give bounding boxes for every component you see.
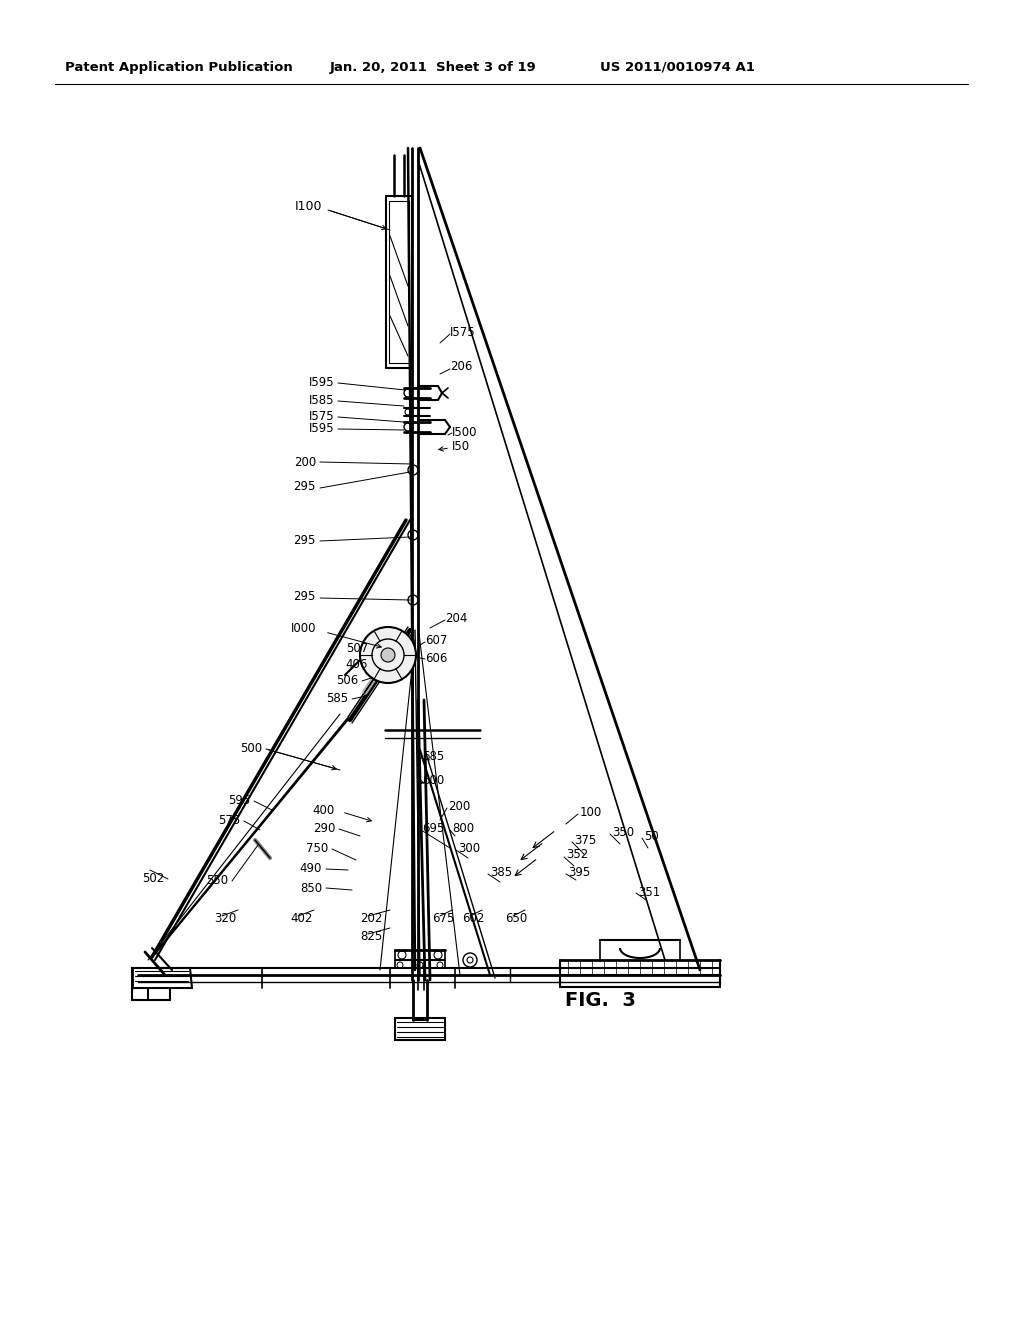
Text: 202: 202 <box>360 912 382 924</box>
Text: 295: 295 <box>294 590 316 603</box>
Text: 695: 695 <box>422 821 444 834</box>
Text: 204: 204 <box>445 611 467 624</box>
Text: 602: 602 <box>462 912 484 924</box>
Text: 351: 351 <box>638 886 660 899</box>
Text: I575: I575 <box>450 326 475 338</box>
Text: 300: 300 <box>458 842 480 854</box>
Circle shape <box>360 627 416 682</box>
Text: US 2011/0010974 A1: US 2011/0010974 A1 <box>600 61 755 74</box>
Text: I50: I50 <box>452 441 470 454</box>
Text: 206: 206 <box>450 360 472 374</box>
Text: 575: 575 <box>218 813 240 826</box>
Text: 200: 200 <box>449 800 470 813</box>
Text: 352: 352 <box>566 849 588 862</box>
Text: 825: 825 <box>360 929 382 942</box>
Text: 290: 290 <box>312 821 335 834</box>
Text: 685: 685 <box>422 750 444 763</box>
Text: 295: 295 <box>294 480 316 494</box>
Text: 490: 490 <box>300 862 322 874</box>
Text: Patent Application Publication: Patent Application Publication <box>65 61 293 74</box>
Text: 385: 385 <box>490 866 512 879</box>
Circle shape <box>381 648 395 663</box>
Text: 502: 502 <box>141 871 164 884</box>
Text: 350: 350 <box>612 825 634 838</box>
Text: 506: 506 <box>336 673 358 686</box>
Text: Jan. 20, 2011  Sheet 3 of 19: Jan. 20, 2011 Sheet 3 of 19 <box>330 61 537 74</box>
Text: FIG.  3: FIG. 3 <box>565 990 636 1010</box>
Text: 295: 295 <box>294 533 316 546</box>
Text: I575: I575 <box>308 409 334 422</box>
Text: 402: 402 <box>290 912 312 924</box>
Text: 585: 585 <box>326 692 348 705</box>
Text: 320: 320 <box>214 912 237 924</box>
Text: 600: 600 <box>422 774 444 787</box>
Text: 800: 800 <box>452 821 474 834</box>
Text: 650: 650 <box>505 912 527 924</box>
Text: 750: 750 <box>306 842 328 854</box>
Text: 100: 100 <box>580 805 602 818</box>
Text: I500: I500 <box>452 425 477 438</box>
Text: 675: 675 <box>432 912 455 924</box>
Text: 595: 595 <box>227 793 250 807</box>
Text: 850: 850 <box>300 882 322 895</box>
Text: 607: 607 <box>425 635 447 648</box>
Text: I585: I585 <box>308 393 334 407</box>
Text: 500: 500 <box>240 742 262 755</box>
Text: 200: 200 <box>294 455 316 469</box>
Text: 550: 550 <box>206 874 228 887</box>
Text: 406: 406 <box>346 657 368 671</box>
Text: 395: 395 <box>568 866 590 879</box>
Text: 375: 375 <box>574 833 596 846</box>
Text: 50: 50 <box>644 829 658 842</box>
Text: 606: 606 <box>425 652 447 664</box>
Text: 507: 507 <box>346 642 368 655</box>
Text: I595: I595 <box>308 375 334 388</box>
Text: I100: I100 <box>295 201 322 214</box>
Text: I595: I595 <box>308 421 334 434</box>
Text: I000: I000 <box>291 622 316 635</box>
Text: 400: 400 <box>312 804 335 817</box>
